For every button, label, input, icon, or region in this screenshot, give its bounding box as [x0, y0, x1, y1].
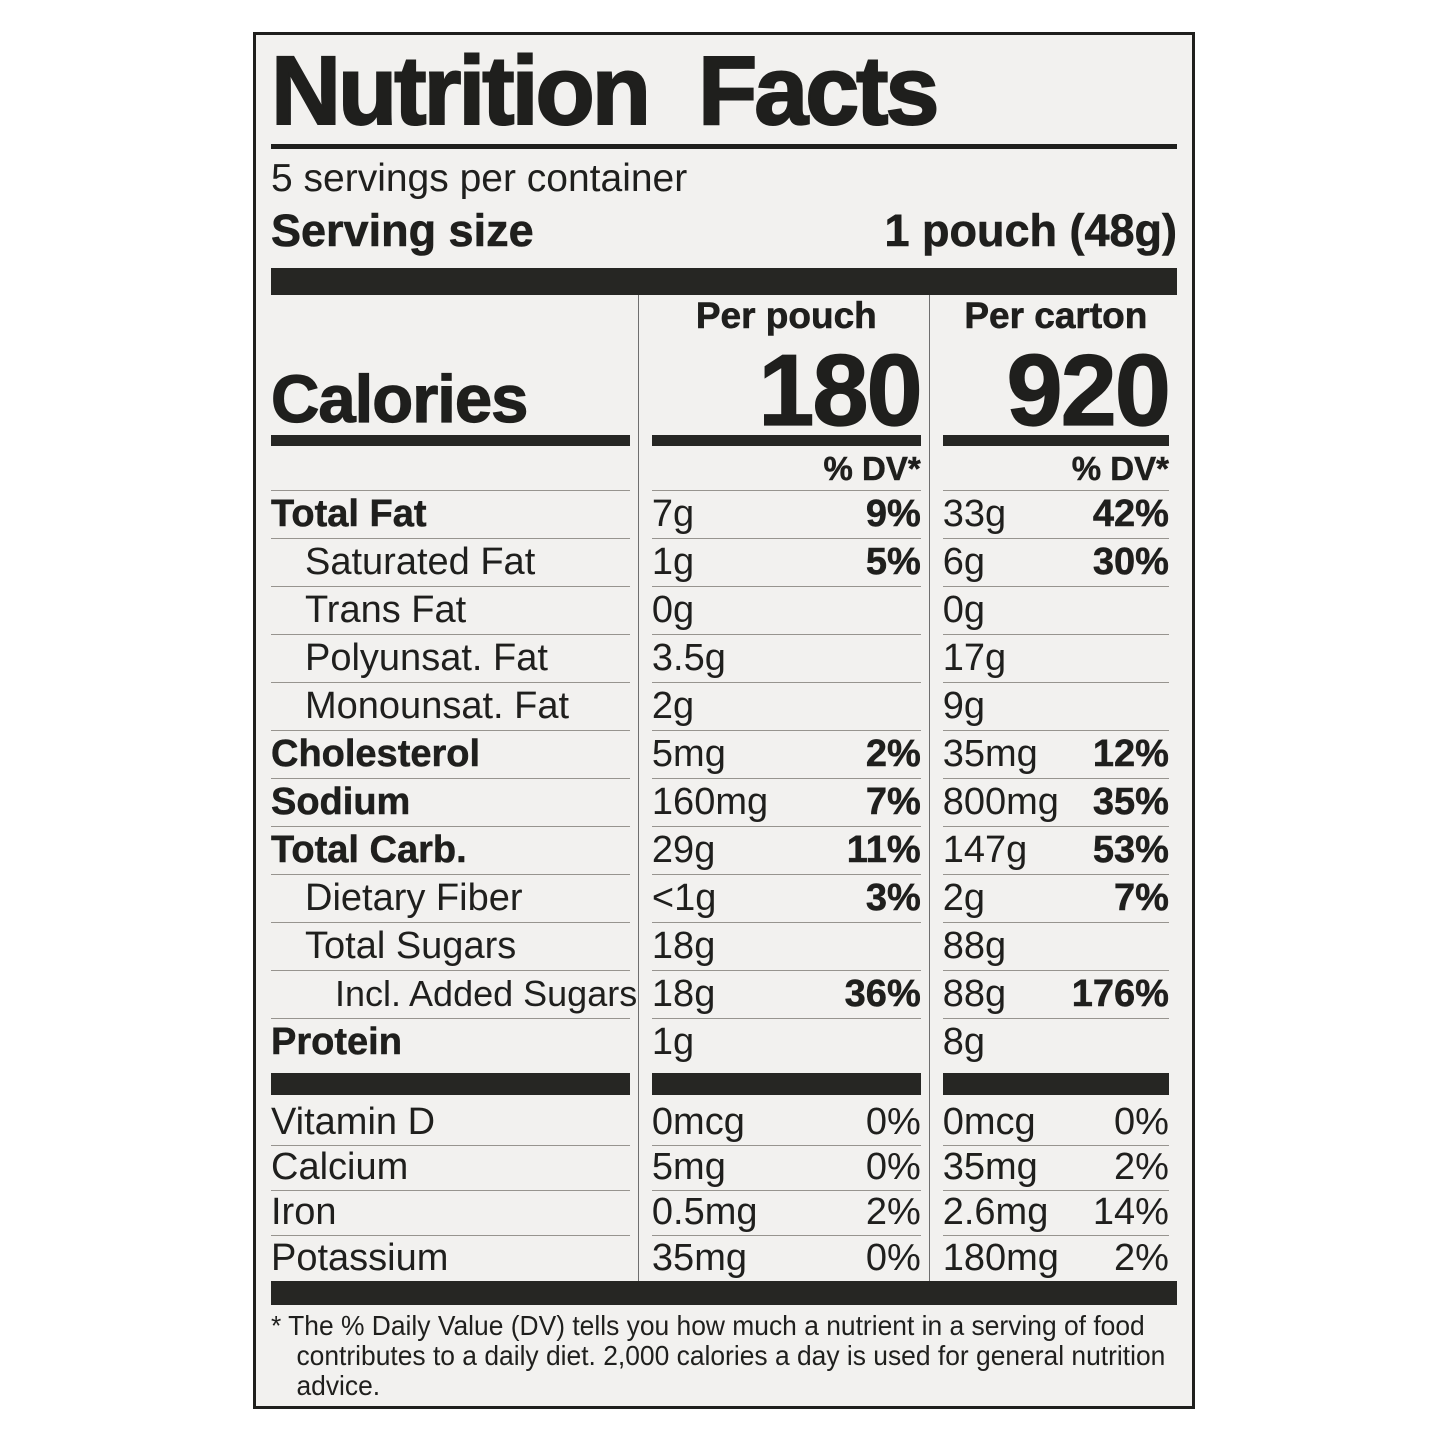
pouch-amount: 0g	[651, 588, 695, 631]
carton-amount: 800mg	[942, 780, 1059, 823]
pouch-dv: 9%	[865, 492, 921, 535]
nutrient-name: Sodium	[271, 780, 411, 823]
carton-dv: 12%	[1092, 732, 1170, 775]
pouch-dv: 0%	[865, 1146, 921, 1189]
footnote-marker: *	[271, 1309, 282, 1341]
pouch-dv: 7%	[865, 780, 921, 823]
dv-footnote: * The % Daily Value (DV) tells you how m…	[271, 1309, 1177, 1402]
carton-dv: 7%	[1114, 876, 1169, 919]
serving-size-value: 1 pouch (48g)	[884, 205, 1177, 257]
carton-amount: 35mg	[942, 732, 1038, 775]
servings-per-container: 5 servings per container	[271, 157, 688, 201]
pouch-amount: 1g	[651, 1021, 695, 1064]
carton-amount: 6g	[942, 540, 986, 583]
calories-underline	[271, 435, 630, 447]
section-bar	[271, 1072, 630, 1095]
nutrient-name: Iron	[271, 1191, 337, 1234]
title-rule	[271, 144, 1177, 150]
nutrient-name: Incl. Added Sugars	[335, 973, 638, 1015]
per-carton-header: Per carton	[964, 294, 1148, 336]
carton-amount: 33g	[942, 492, 1007, 535]
nutrient-name: Total Carb.	[271, 828, 467, 871]
per-pouch-header: Per pouch	[695, 294, 878, 336]
nutrient-name: Total Fat	[271, 492, 427, 535]
dv-header-carton: % DV*	[1071, 450, 1170, 488]
carton-dv: 14%	[1092, 1191, 1169, 1234]
carton-amount: 0mcg	[942, 1101, 1036, 1144]
pouch-amount: 5mg	[651, 732, 726, 775]
carton-dv: 35%	[1092, 780, 1170, 823]
nutrient-name: Cholesterol	[271, 732, 481, 775]
section-bar	[651, 1072, 921, 1095]
nutrient-name: Potassium	[271, 1236, 449, 1279]
pouch-dv: 5%	[865, 540, 921, 583]
pouch-amount: 0.5mg	[651, 1191, 758, 1234]
pouch-dv: 36%	[844, 972, 921, 1015]
pouch-amount: 18g	[651, 972, 716, 1015]
carton-amount: 147g	[942, 828, 1028, 871]
pouch-dv: 2%	[865, 732, 921, 775]
pouch-dv: 0%	[865, 1236, 921, 1279]
serving-size-row: Serving size 1 pouch (48g)	[271, 200, 1178, 268]
carton-amount: 17g	[942, 636, 1007, 679]
dv-header-pouch: % DV*	[823, 450, 921, 488]
carton-amount: 35mg	[942, 1146, 1038, 1189]
separator-bar-bottom	[271, 1280, 1177, 1305]
pouch-amount: 18g	[651, 924, 716, 967]
nutrient-name: Saturated Fat	[305, 540, 536, 583]
nutrient-name: Total Sugars	[305, 924, 517, 967]
calories-underline	[942, 435, 1169, 447]
carton-amount: 8g	[942, 1021, 986, 1064]
carton-dv: 2%	[1114, 1236, 1169, 1279]
calories-underline	[651, 435, 921, 447]
pouch-amount: 1g	[651, 540, 695, 583]
nutrient-name: Polyunsat. Fat	[305, 636, 548, 679]
calories-label: Calories	[270, 361, 529, 437]
carton-amount: 2g	[942, 876, 986, 919]
serving-size-label: Serving size	[271, 205, 534, 257]
pouch-dv: 11%	[846, 828, 921, 871]
pouch-dv: 3%	[865, 876, 921, 919]
carton-amount: 180mg	[942, 1236, 1059, 1279]
pouch-amount: 35mg	[651, 1236, 747, 1279]
carton-dv: 0%	[1114, 1101, 1169, 1144]
carton-dv: 176%	[1071, 972, 1170, 1015]
calories-per-carton-value: 920	[1006, 334, 1172, 447]
section-bar	[942, 1072, 1169, 1095]
nutrition-facts-label: Nutrition Facts 5 servings per container…	[253, 32, 1195, 1409]
calories-per-pouch-value: 180	[758, 334, 924, 447]
pouch-amount: 160mg	[651, 780, 769, 823]
carton-amount: 88g	[942, 924, 1007, 967]
pouch-amount: 0mcg	[651, 1101, 745, 1144]
nutrient-name: Trans Fat	[305, 588, 467, 631]
carton-dv: 2%	[1114, 1146, 1169, 1189]
pouch-amount: <1g	[651, 876, 717, 919]
nutrient-name: Protein	[271, 1021, 402, 1064]
carton-amount: 0g	[942, 588, 986, 631]
nutrient-name: Dietary Fiber	[305, 876, 523, 919]
pouch-amount: 29g	[651, 828, 716, 871]
nutrition-table: Per pouch Per carton Calories 180 920 % …	[270, 294, 1177, 1281]
carton-dv: 53%	[1092, 828, 1170, 871]
carton-amount: 88g	[942, 972, 1007, 1015]
pouch-amount: 3.5g	[651, 636, 726, 679]
carton-amount: 2.6mg	[942, 1191, 1049, 1234]
pouch-dv: 2%	[865, 1191, 921, 1234]
pouch-dv: 0%	[865, 1101, 921, 1144]
footnote-text: The % Daily Value (DV) tells you how muc…	[288, 1309, 1166, 1402]
nutrient-name: Calcium	[271, 1146, 409, 1189]
carton-dv: 42%	[1092, 492, 1170, 535]
label-title: Nutrition Facts	[270, 36, 940, 145]
pouch-amount: 7g	[651, 492, 695, 535]
separator-bar-top	[271, 267, 1177, 295]
pouch-amount: 5mg	[651, 1146, 726, 1189]
pouch-amount: 2g	[651, 684, 695, 727]
carton-dv: 30%	[1092, 540, 1170, 583]
nutrient-name: Monounsat. Fat	[305, 684, 570, 727]
nutrient-name: Vitamin D	[271, 1101, 436, 1144]
carton-amount: 9g	[942, 684, 986, 727]
